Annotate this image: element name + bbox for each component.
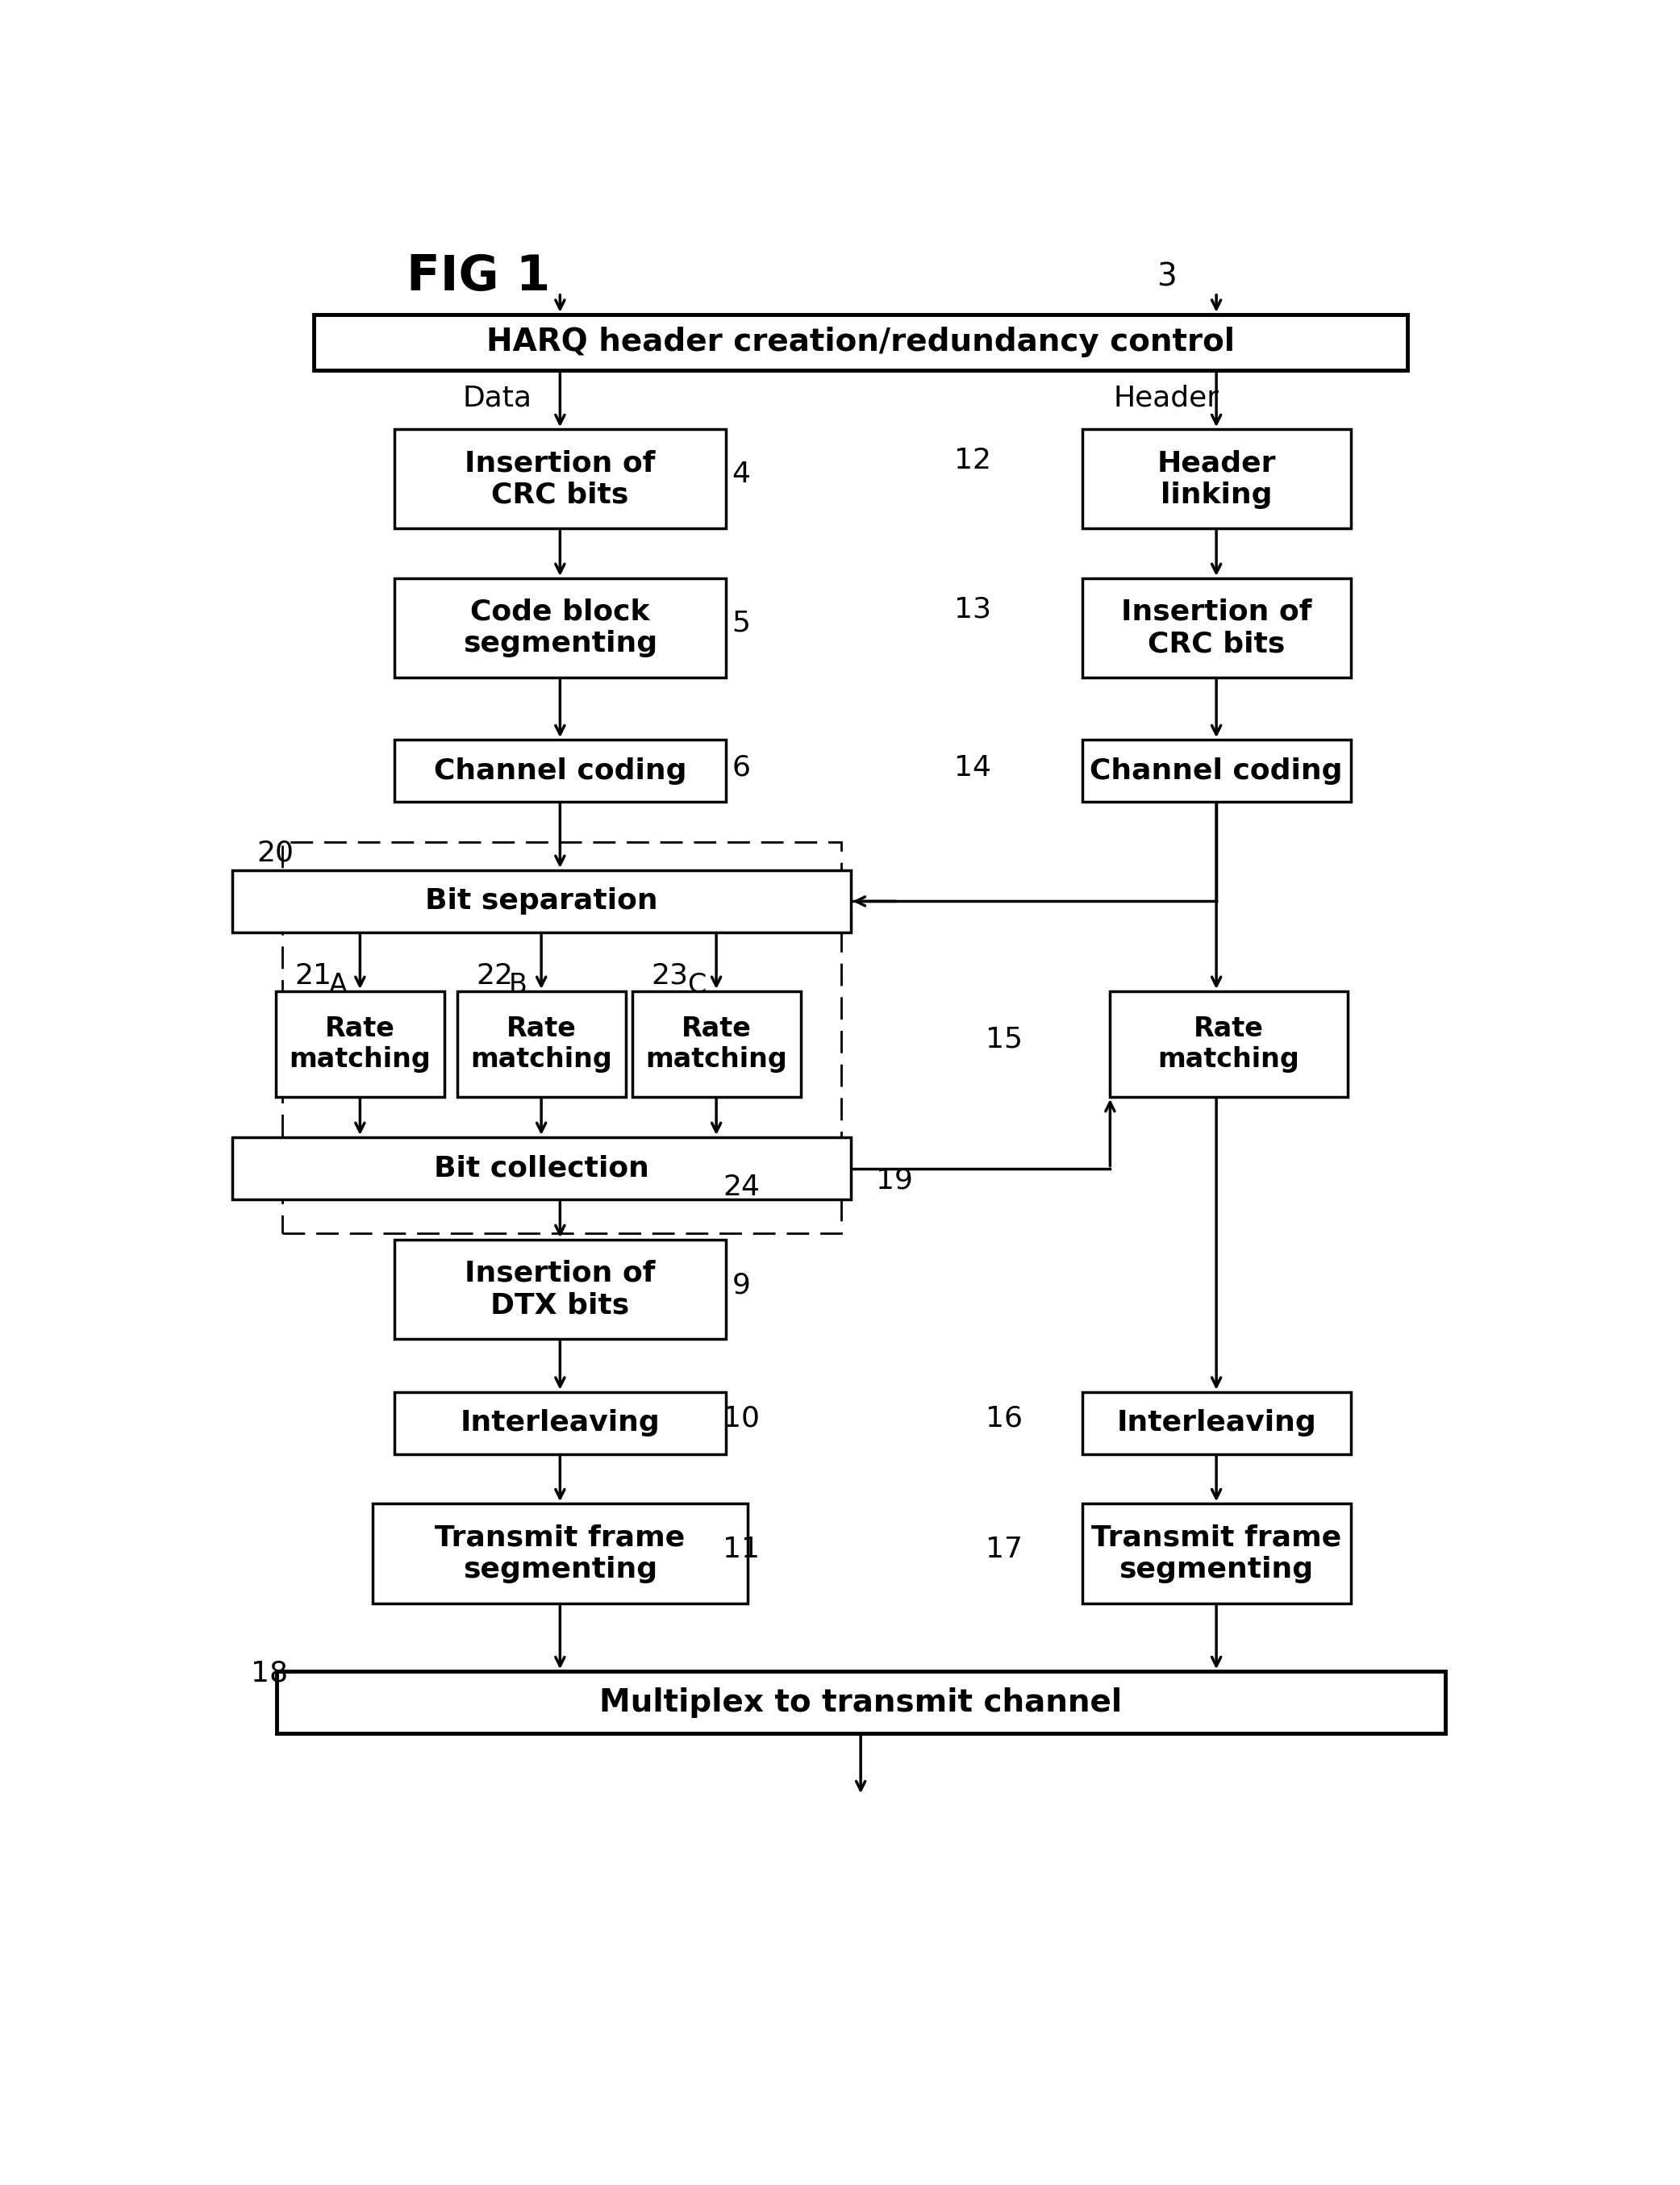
Text: Transmit frame
segmenting: Transmit frame segmenting xyxy=(1092,1523,1341,1582)
Bar xyxy=(1082,1392,1351,1453)
Text: B: B xyxy=(509,972,528,999)
Text: Channel coding: Channel coding xyxy=(1090,758,1342,784)
Text: 24: 24 xyxy=(722,1173,759,1202)
Text: Interleaving: Interleaving xyxy=(1117,1409,1315,1438)
Bar xyxy=(276,992,445,1097)
Text: Bit separation: Bit separation xyxy=(425,887,657,916)
Bar xyxy=(373,1503,748,1604)
Text: 20: 20 xyxy=(257,839,294,867)
Text: 14: 14 xyxy=(954,754,991,782)
Text: 21: 21 xyxy=(294,961,331,990)
Text: 5: 5 xyxy=(732,610,751,636)
Text: 10: 10 xyxy=(722,1405,759,1431)
Text: Channel coding: Channel coding xyxy=(433,758,687,784)
Text: 3: 3 xyxy=(1156,262,1176,293)
Text: Code block
segmenting: Code block segmenting xyxy=(462,599,657,658)
Text: 16: 16 xyxy=(984,1405,1023,1431)
Text: Data: Data xyxy=(464,385,533,413)
Text: C: C xyxy=(687,972,706,999)
Bar xyxy=(1110,992,1347,1097)
Bar xyxy=(232,870,850,933)
Bar xyxy=(395,579,726,677)
Bar xyxy=(395,1239,726,1339)
Text: 6: 6 xyxy=(732,754,751,782)
Bar xyxy=(314,315,1408,369)
Text: Rate
matching: Rate matching xyxy=(289,1016,430,1073)
Text: 11: 11 xyxy=(722,1536,759,1562)
Text: Header: Header xyxy=(1114,385,1220,413)
Text: Header
linking: Header linking xyxy=(1158,450,1275,509)
Text: 13: 13 xyxy=(954,597,991,623)
Text: Interleaving: Interleaving xyxy=(460,1409,660,1438)
Bar xyxy=(395,428,726,529)
Bar xyxy=(1082,741,1351,802)
Text: Rate
matching: Rate matching xyxy=(470,1016,612,1073)
Text: 23: 23 xyxy=(650,961,689,990)
Bar xyxy=(1082,579,1351,677)
Bar xyxy=(1082,1503,1351,1604)
Text: 22: 22 xyxy=(475,961,512,990)
Text: 18: 18 xyxy=(250,1661,287,1687)
Text: 19: 19 xyxy=(875,1167,912,1195)
Bar xyxy=(395,741,726,802)
Bar xyxy=(457,992,625,1097)
Text: Multiplex to transmit channel: Multiplex to transmit channel xyxy=(600,1687,1122,1717)
Text: 12: 12 xyxy=(954,446,991,474)
Text: 9: 9 xyxy=(732,1272,751,1298)
Bar xyxy=(1082,428,1351,529)
Text: Rate
matching: Rate matching xyxy=(1158,1016,1300,1073)
Text: Transmit frame
segmenting: Transmit frame segmenting xyxy=(435,1523,685,1582)
Text: Rate
matching: Rate matching xyxy=(645,1016,788,1073)
Text: Bit collection: Bit collection xyxy=(433,1154,648,1182)
Text: 17: 17 xyxy=(984,1536,1023,1562)
Text: A: A xyxy=(329,972,348,999)
Bar xyxy=(395,1392,726,1453)
Text: 15: 15 xyxy=(984,1025,1023,1053)
Text: FIG 1: FIG 1 xyxy=(407,253,551,302)
Bar xyxy=(632,992,801,1097)
Text: Insertion of
DTX bits: Insertion of DTX bits xyxy=(465,1261,655,1320)
Bar xyxy=(276,1672,1445,1733)
Bar xyxy=(232,1136,850,1200)
Text: Insertion of
CRC bits: Insertion of CRC bits xyxy=(1121,599,1312,658)
Text: Insertion of
CRC bits: Insertion of CRC bits xyxy=(465,450,655,509)
Bar xyxy=(282,841,842,1235)
Text: 4: 4 xyxy=(732,461,751,487)
Text: HARQ header creation/redundancy control: HARQ header creation/redundancy control xyxy=(487,328,1235,358)
